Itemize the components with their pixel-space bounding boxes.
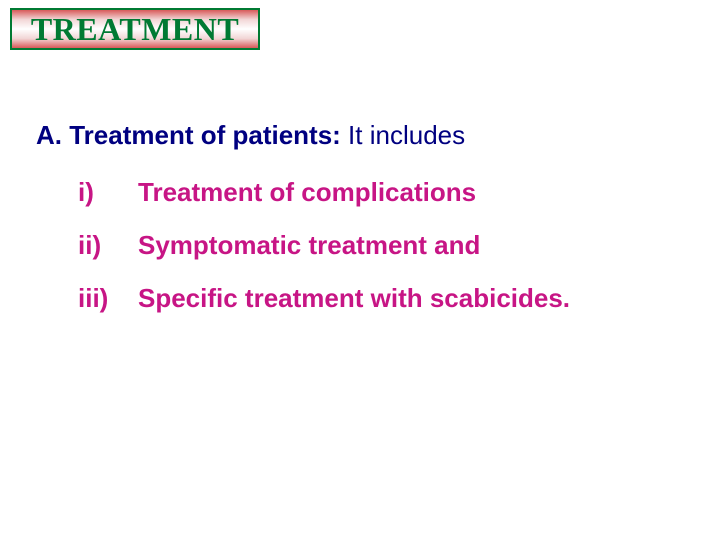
main-point-tail: It includes <box>341 120 465 150</box>
slide-title: TREATMENT <box>31 11 239 48</box>
sublist: i) Treatment of complications ii) Sympto… <box>78 177 684 314</box>
roman-marker: i) <box>78 177 138 208</box>
slide: TREATMENT A. Treatment of patients: It i… <box>0 0 720 540</box>
list-item-text: Treatment of complications <box>138 177 476 208</box>
list-item-text: Symptomatic treatment and <box>138 230 480 261</box>
title-box: TREATMENT <box>10 8 260 50</box>
body-content: A. Treatment of patients: It includes i)… <box>36 120 684 336</box>
list-item: ii) Symptomatic treatment and <box>78 230 684 261</box>
list-item: i) Treatment of complications <box>78 177 684 208</box>
roman-marker: iii) <box>78 283 138 314</box>
list-marker-a: A. <box>36 120 62 150</box>
main-point-bold: Treatment of patients: <box>69 120 341 150</box>
list-item: iii) Specific treatment with scabicides. <box>78 283 684 314</box>
roman-marker: ii) <box>78 230 138 261</box>
list-item-text: Specific treatment with scabicides. <box>138 283 570 314</box>
main-point-a: A. Treatment of patients: It includes <box>36 120 684 151</box>
